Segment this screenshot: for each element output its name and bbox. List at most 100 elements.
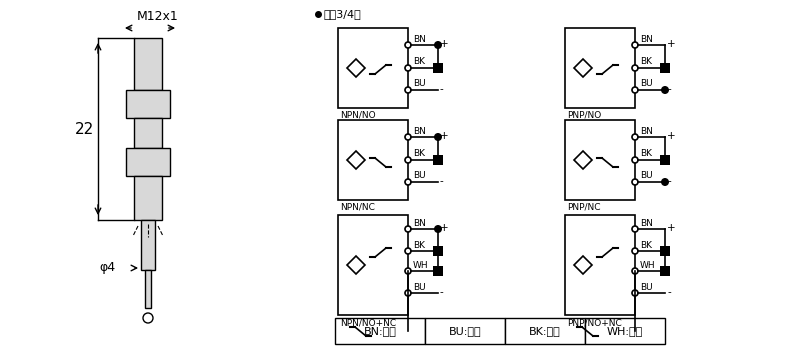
Text: BU: BU: [413, 80, 426, 88]
Text: BN: BN: [413, 34, 426, 44]
Circle shape: [405, 42, 411, 48]
Text: 直涁3/4线: 直涁3/4线: [324, 9, 362, 19]
Circle shape: [661, 86, 669, 94]
Text: BN: BN: [413, 219, 426, 227]
Bar: [433, 63, 443, 73]
Polygon shape: [347, 151, 365, 169]
Circle shape: [405, 290, 411, 296]
Text: NPN/NO: NPN/NO: [340, 111, 376, 120]
Text: WH: WH: [413, 260, 429, 270]
Bar: [433, 266, 443, 276]
Polygon shape: [574, 59, 592, 77]
Text: -: -: [440, 287, 444, 297]
Bar: [585, 318, 665, 344]
Circle shape: [143, 313, 153, 323]
Bar: [338, 215, 408, 315]
Bar: [505, 318, 585, 344]
Circle shape: [405, 226, 411, 232]
Polygon shape: [574, 256, 592, 274]
Text: BU: BU: [640, 80, 653, 88]
Text: BN: BN: [413, 126, 426, 136]
Text: 22: 22: [74, 122, 94, 138]
Circle shape: [632, 290, 638, 296]
Text: PNP/NO+NC: PNP/NO+NC: [567, 318, 622, 327]
Bar: [338, 28, 408, 108]
Circle shape: [434, 41, 442, 49]
Text: -: -: [667, 287, 670, 297]
Circle shape: [661, 267, 669, 275]
Bar: [335, 318, 425, 344]
Text: BK: BK: [640, 240, 652, 250]
Circle shape: [434, 133, 442, 141]
Bar: [141, 220, 155, 270]
Text: BK: BK: [640, 57, 652, 67]
Text: BN:棕色: BN:棕色: [363, 326, 397, 336]
Text: WH: WH: [640, 260, 656, 270]
Text: BK: BK: [413, 150, 425, 158]
Circle shape: [405, 87, 411, 93]
Text: BU: BU: [640, 171, 653, 181]
Text: NPN/NO+NC: NPN/NO+NC: [340, 318, 396, 327]
Text: +: +: [440, 223, 449, 233]
Text: -: -: [440, 84, 444, 94]
Circle shape: [405, 179, 411, 185]
Bar: [660, 155, 670, 165]
Text: BK: BK: [640, 150, 652, 158]
Text: +: +: [667, 223, 676, 233]
Circle shape: [632, 134, 638, 140]
Polygon shape: [347, 256, 365, 274]
Text: -: -: [667, 84, 670, 94]
Text: BU: BU: [413, 283, 426, 291]
Circle shape: [405, 134, 411, 140]
Text: PNP/NO: PNP/NO: [567, 111, 602, 120]
Circle shape: [632, 157, 638, 163]
Bar: [145, 270, 151, 308]
Text: BK: BK: [413, 57, 425, 67]
Bar: [433, 155, 443, 165]
Polygon shape: [574, 151, 592, 169]
Text: BN: BN: [640, 219, 653, 227]
Circle shape: [405, 157, 411, 163]
Bar: [660, 63, 670, 73]
Text: BU: BU: [413, 171, 426, 181]
Bar: [660, 246, 670, 256]
Circle shape: [632, 87, 638, 93]
Text: BU: BU: [640, 283, 653, 291]
Bar: [134, 38, 162, 90]
Circle shape: [632, 226, 638, 232]
Circle shape: [434, 225, 442, 233]
Circle shape: [405, 65, 411, 71]
Text: WH:白色: WH:白色: [607, 326, 643, 336]
Text: φ4: φ4: [100, 262, 116, 275]
Circle shape: [405, 268, 411, 274]
Text: +: +: [440, 39, 449, 49]
Circle shape: [632, 179, 638, 185]
Text: +: +: [440, 131, 449, 141]
Circle shape: [405, 248, 411, 254]
Circle shape: [632, 65, 638, 71]
Bar: [660, 266, 670, 276]
Circle shape: [661, 178, 669, 186]
Bar: [338, 120, 408, 200]
Bar: [126, 148, 170, 176]
Bar: [565, 120, 635, 200]
Text: BK: BK: [413, 240, 425, 250]
Text: NPN/NC: NPN/NC: [340, 203, 375, 212]
Bar: [134, 176, 162, 220]
Bar: [565, 215, 635, 315]
Bar: [134, 118, 162, 148]
Text: BU:兰色: BU:兰色: [449, 326, 482, 336]
Text: -: -: [440, 176, 444, 186]
Text: BK:黑色: BK:黑色: [529, 326, 561, 336]
Bar: [433, 246, 443, 256]
Text: M12x1: M12x1: [137, 10, 179, 23]
Text: PNP/NC: PNP/NC: [567, 203, 601, 212]
Text: BN: BN: [640, 126, 653, 136]
Circle shape: [632, 42, 638, 48]
Bar: [565, 28, 635, 108]
Text: +: +: [667, 39, 676, 49]
Polygon shape: [347, 59, 365, 77]
Bar: [126, 90, 170, 118]
Text: +: +: [667, 131, 676, 141]
Bar: [425, 318, 505, 344]
